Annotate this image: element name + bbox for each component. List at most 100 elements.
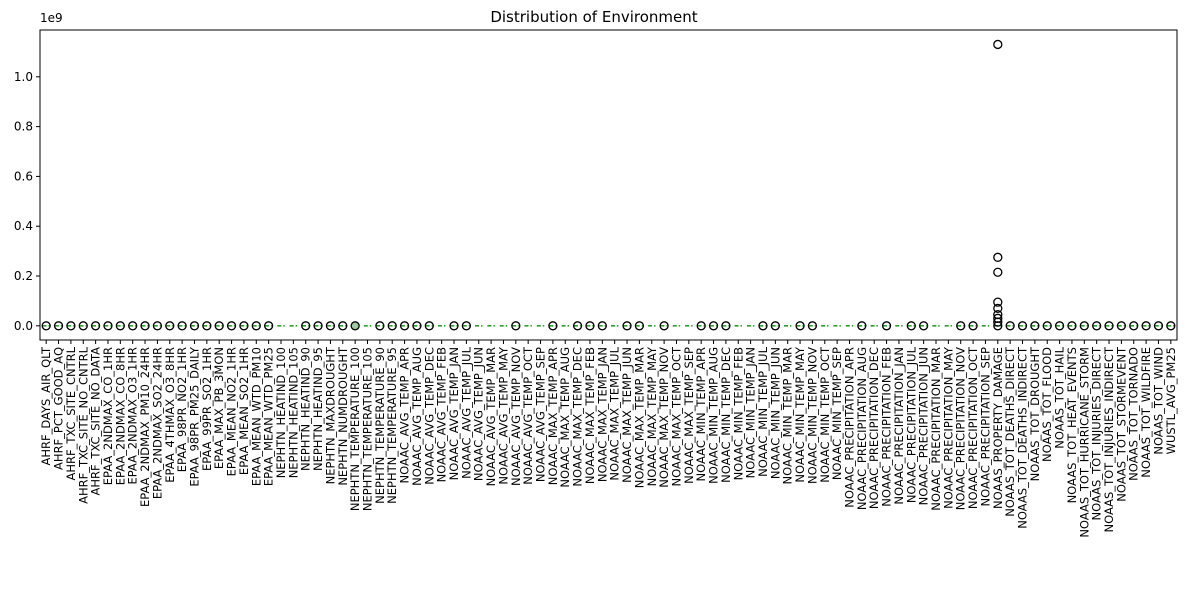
outlier-point xyxy=(993,252,1003,262)
outlier-point xyxy=(634,321,645,331)
outlier-point xyxy=(1166,321,1176,331)
x-tick-label: EPAA_2NDMAX_O3_1HR xyxy=(126,347,140,485)
outlier-point xyxy=(1079,321,1089,331)
x-tick-label: NOAAC_PRECIPITATION_APR xyxy=(842,347,856,508)
box-epaa-mean-no2-1hr xyxy=(226,321,237,331)
y-tick-label: 0.2 xyxy=(14,269,33,283)
x-tick-label: NOAAS_TOT_DROUGHT xyxy=(1028,346,1042,481)
x-tick-label: NOAAC_PRECIPITATION_JUN xyxy=(917,347,931,505)
y-tick-label: 1.0 xyxy=(14,70,33,84)
outlier-point xyxy=(993,267,1003,277)
box-noaas-tot-hail xyxy=(1054,321,1065,331)
box-noaas-tot-injuries-direct xyxy=(1092,321,1102,331)
outlier-point xyxy=(399,321,410,331)
x-tick-label: NOAAC_PRECIPITATION_NOV xyxy=(954,347,968,510)
outlier-point xyxy=(758,321,768,331)
plot-area-frame xyxy=(39,29,1178,341)
x-tick-label: NOAAC_MAX_TEMP_OCT xyxy=(669,346,683,486)
x-tick-label: NEPHTN_TEMPERATURE_105 xyxy=(361,347,375,511)
x-tick-label: NOAAC_PRECIPITATION_SEP xyxy=(978,347,992,507)
outlier-point xyxy=(325,321,336,331)
box-noaas-tot-deaths-direct xyxy=(1005,321,1015,331)
box-epaa-2ndmax-co-8hr xyxy=(115,321,125,331)
outlier-point xyxy=(906,321,916,331)
outlier-point xyxy=(1116,321,1127,331)
x-tick-label: NOAAS_TOT_HAIL xyxy=(1053,346,1067,448)
box-noaac-avg-temp-jul xyxy=(461,321,472,331)
x-tick-label: NEPHTN_TEMPERATURE_95 xyxy=(385,347,399,504)
outlier-point xyxy=(1141,321,1151,331)
outlier-point xyxy=(140,321,150,331)
box-noaac-max-temp-apr xyxy=(548,321,558,331)
outlier-point xyxy=(1092,321,1102,331)
outlier-point xyxy=(918,321,929,331)
x-tick-label: NEPHTN_TEMPERATURE_90 xyxy=(373,347,387,504)
x-tick-label: NOAAS_TOT_TORNADO xyxy=(1127,347,1141,481)
x-tick-label: NOAAC_PRECIPITATION_OCT xyxy=(966,346,980,509)
x-tick-label: AHRF_PCT_GOOD_AQ xyxy=(52,347,66,470)
outlier-point xyxy=(165,321,175,331)
x-tick-label: NOAAS_TOT_STORMEVENT xyxy=(1114,346,1128,502)
outlier-point xyxy=(78,321,88,331)
x-tick-label: NEPHTN_HEATIND_95 xyxy=(311,347,325,471)
x-tick-label: NOAAC_MAX_TEMP_MAY xyxy=(645,346,659,486)
x-tick-label: NOAAC_AVG_TEMP_APR xyxy=(398,347,412,483)
x-tick-label: NOAAC_AVG_TEMP_AUG xyxy=(410,347,424,486)
box-nephtn-temperature-95 xyxy=(387,321,397,331)
box-noaas-tot-drought xyxy=(1030,321,1040,331)
x-tick-label: EPAA_MEAN_WTD_PM25 xyxy=(262,347,276,486)
x-tick-label: NOAAC_PRECIPITATION_JUL xyxy=(904,346,918,503)
box-noaac-max-temp-dec xyxy=(572,321,583,331)
x-tick-label: NOAAC_MAX_TEMP_SEP xyxy=(682,347,696,484)
box-noaas-tot-deaths-indirect xyxy=(1017,321,1028,331)
x-tick-label: NEPHTN_MAXDROUGHT xyxy=(323,346,337,484)
x-tick-label: EPAA_2NDMAX_PM10_24HR xyxy=(138,347,152,507)
box-epaa-99pr-so2-1hr xyxy=(202,321,212,331)
box-noaac-max-temp-mar xyxy=(634,321,645,331)
outlier-point xyxy=(128,321,138,331)
x-tick-label: NOAAS_TOT_HURRICANE_STORM xyxy=(1077,347,1091,538)
x-tick-label: NOAAC_MIN_TEMP_JAN xyxy=(744,347,758,478)
box-noaas-tot-flood xyxy=(1042,321,1052,331)
outlier-point xyxy=(53,321,64,331)
outlier-point xyxy=(993,313,1003,323)
x-tick-label: NOAAS_TOT_WILDFIRE xyxy=(1139,347,1153,478)
plot-marks xyxy=(41,39,1176,331)
outlier-point xyxy=(412,321,422,331)
x-tick-label: NOAAC_PRECIPITATION_DEC xyxy=(867,347,881,509)
x-tick-label: NOAAC_AVG_TEMP_DEC xyxy=(422,347,436,485)
outlier-point xyxy=(881,321,892,331)
outlier-point xyxy=(115,321,125,331)
x-tick-label: NOAAC_PRECIPITATION_JAN xyxy=(892,347,906,505)
x-tick-label: NOAAC_AVG_TEMP_SEP xyxy=(534,347,548,482)
outlier-point xyxy=(1067,321,1077,331)
outlier-point xyxy=(251,321,261,331)
outlier-point xyxy=(993,303,1003,314)
x-tick-label: NOAAS_TOT_DEATHS_INDIRECT xyxy=(1016,346,1030,529)
box-noaac-max-temp-jan xyxy=(597,321,607,331)
y-axis-offset-label: 1e9 xyxy=(40,11,63,25)
x-tick-label: NOAAC_PRECIPITATION_MAY xyxy=(941,346,955,509)
x-tick-label: EPAA_MEAN_SO2_1HR xyxy=(237,347,251,475)
outlier-point xyxy=(548,321,558,331)
outlier-point xyxy=(202,321,212,331)
outlier-point xyxy=(993,297,1003,307)
x-tick-label: NOAAC_MAX_TEMP_APR xyxy=(546,347,560,485)
box-noaas-tot-wind xyxy=(1153,321,1164,331)
outlier-point xyxy=(152,321,163,331)
box-ahrf-txc-site-cntrl xyxy=(66,321,76,331)
x-tick-label: NOAAC_AVG_TEMP_FEB xyxy=(435,347,449,483)
box-noaac-precipitation-aug xyxy=(857,321,867,331)
outlier-point xyxy=(239,321,249,331)
box-ahrf-pct-good-aq xyxy=(53,321,64,331)
x-tick-label: NOAAC_AVG_TEMP_MAY xyxy=(496,346,510,485)
x-tick-label: NEPHTN_NUMDROUGHT xyxy=(336,346,350,486)
box-epaa-2ndmax-pm10-24hr xyxy=(140,321,150,331)
x-tick-label: NOAAC_PRECIPITATION_FEB xyxy=(880,347,894,507)
outlier-point xyxy=(189,321,200,331)
box-noaas-tot-tornado xyxy=(1129,321,1139,331)
x-tick-label: NOAAC_MIN_TEMP_FEB xyxy=(731,347,745,481)
outlier-point xyxy=(387,321,397,331)
y-tick-label: 0.4 xyxy=(14,219,33,233)
box-noaac-precipitation-feb xyxy=(881,321,892,331)
